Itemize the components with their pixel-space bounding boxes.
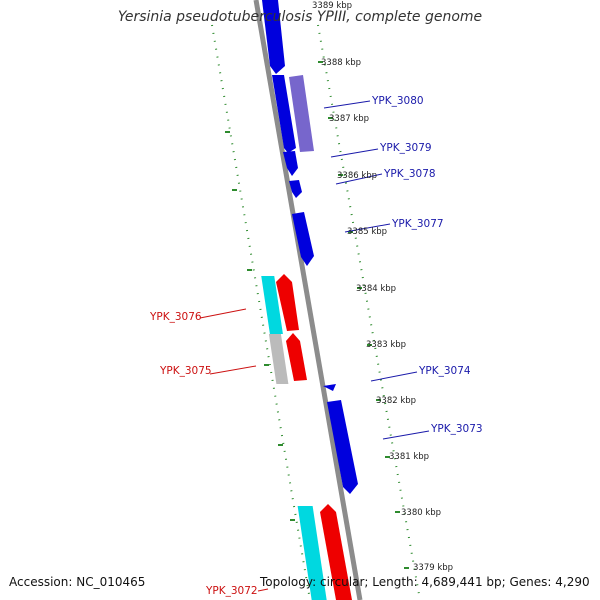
- gene-ypk-3073[interactable]: [327, 400, 358, 494]
- tick-label: 3386 kbp: [337, 171, 377, 181]
- gene-label-ypk-3078[interactable]: YPK_3078: [383, 168, 436, 180]
- kbp-tick-labels: 3389 kbp 3388 kbp 3387 kbp 3386 kbp 3385…: [312, 1, 453, 573]
- gene-ypk-3079[interactable]: [283, 151, 298, 176]
- tick-label: 3381 kbp: [389, 452, 429, 462]
- gene-ypk-3077[interactable]: [292, 212, 314, 266]
- gene-blue-top[interactable]: [262, 0, 285, 74]
- gene-label-ypk-3072[interactable]: YPK_3072: [205, 585, 258, 597]
- tick-label: 3387 kbp: [329, 114, 369, 124]
- gene-ypk-3075-red[interactable]: [286, 333, 307, 381]
- topology-text: Topology: circular; Length: 4,689,441 bp…: [260, 575, 590, 589]
- gene-ypk-3076-cyan[interactable]: [261, 276, 283, 334]
- gene-label-ypk-3076[interactable]: YPK_3076: [149, 311, 202, 323]
- map-title: Yersinia pseudotuberculosis YPIII, compl…: [117, 9, 483, 25]
- gene-label-ypk-3079[interactable]: YPK_3079: [379, 142, 432, 154]
- tick-label: 3383 kbp: [366, 340, 406, 350]
- accession-text: Accession: NC_010465: [9, 575, 146, 589]
- gene-label-ypk-3074[interactable]: YPK_3074: [418, 365, 471, 377]
- gene-ypk-3074[interactable]: [323, 384, 336, 391]
- gene-ypk-3072-red[interactable]: [320, 504, 352, 600]
- gene-ypk-3078[interactable]: [289, 180, 302, 198]
- gene-label-ypk-3073[interactable]: YPK_3073: [430, 423, 483, 435]
- tick-label: 3385 kbp: [347, 227, 387, 237]
- gene-label-ypk-3077[interactable]: YPK_3077: [391, 218, 444, 230]
- gene-labels: YPK_3080 YPK_3079 YPK_3078 YPK_3077 YPK_…: [149, 95, 483, 597]
- tick-label: 3388 kbp: [321, 58, 361, 68]
- tick-label: 3380 kbp: [401, 508, 441, 518]
- tick-label: 3379 kbp: [413, 563, 453, 573]
- track-tick-marks: [225, 61, 409, 569]
- gene-ypk-3080-blue[interactable]: [272, 75, 296, 153]
- gene-ypk-3080-purple[interactable]: [289, 75, 314, 152]
- tick-label: 3384 kbp: [356, 284, 396, 294]
- gene-ypk-3076-red[interactable]: [276, 274, 299, 331]
- gene-ypk-3072-cyan[interactable]: [297, 506, 327, 600]
- label-leader-lines: [199, 100, 430, 592]
- tick-label: 3382 kbp: [376, 396, 416, 406]
- gene-ypk-3075-gray[interactable]: [268, 334, 289, 384]
- tick-label: 3389 kbp: [312, 1, 352, 11]
- gene-label-ypk-3080[interactable]: YPK_3080: [371, 95, 424, 107]
- gene-label-ypk-3075[interactable]: YPK_3075: [159, 365, 212, 377]
- genome-backbone: [253, 0, 363, 600]
